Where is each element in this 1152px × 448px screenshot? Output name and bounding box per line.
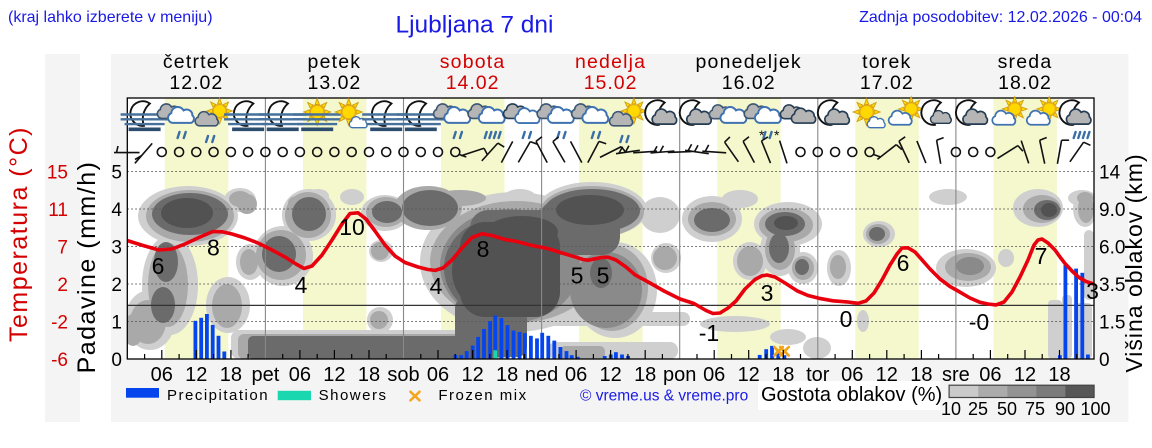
svg-text:3.5: 3.5 bbox=[1099, 275, 1125, 296]
svg-text:06: 06 bbox=[703, 364, 725, 386]
svg-text:Temperatura (°C): Temperatura (°C) bbox=[5, 126, 33, 342]
svg-text:8: 8 bbox=[477, 236, 490, 262]
svg-text:17.02: 17.02 bbox=[860, 72, 914, 94]
svg-text:10: 10 bbox=[941, 399, 961, 419]
svg-text:14.02: 14.02 bbox=[446, 72, 500, 94]
svg-text:18: 18 bbox=[220, 364, 242, 386]
svg-text:Padavine (mm/h): Padavine (mm/h) bbox=[73, 161, 101, 374]
svg-text:6: 6 bbox=[152, 253, 165, 279]
svg-text:100: 100 bbox=[1080, 399, 1110, 419]
svg-text:-1: -1 bbox=[699, 320, 719, 346]
svg-text:12: 12 bbox=[599, 364, 621, 386]
svg-text:25: 25 bbox=[968, 399, 988, 419]
svg-text:*: * bbox=[774, 127, 780, 143]
svg-text:06: 06 bbox=[979, 364, 1001, 386]
svg-text:4: 4 bbox=[430, 273, 443, 299]
svg-text:18: 18 bbox=[910, 364, 932, 386]
svg-text:1.5: 1.5 bbox=[1099, 313, 1125, 334]
svg-text:*: * bbox=[759, 127, 765, 143]
svg-text:11: 11 bbox=[48, 200, 68, 221]
svg-text:12.02: 12.02 bbox=[169, 72, 223, 94]
svg-text:15: 15 bbox=[47, 163, 68, 184]
svg-text:5: 5 bbox=[111, 163, 122, 184]
svg-text:14: 14 bbox=[1099, 163, 1121, 184]
svg-text:petek: petek bbox=[308, 51, 362, 73]
svg-text:četrtek: četrtek bbox=[163, 51, 230, 73]
svg-text:4: 4 bbox=[295, 272, 308, 298]
svg-text:0: 0 bbox=[840, 306, 853, 332]
svg-text:2: 2 bbox=[111, 275, 122, 296]
svg-text:06: 06 bbox=[289, 364, 311, 386]
svg-text:ponedeljek: ponedeljek bbox=[696, 51, 802, 73]
svg-text:Gostota oblakov (%): Gostota oblakov (%) bbox=[761, 384, 942, 406]
svg-text:0: 0 bbox=[111, 350, 122, 371]
svg-text:18.02: 18.02 bbox=[998, 72, 1052, 94]
svg-text:© vreme.us & vreme.pro: © vreme.us & vreme.pro bbox=[580, 388, 748, 405]
svg-text:18: 18 bbox=[772, 364, 794, 386]
svg-text:90: 90 bbox=[1055, 399, 1075, 419]
svg-text:15.02: 15.02 bbox=[584, 72, 638, 94]
svg-text:-2: -2 bbox=[51, 313, 68, 334]
svg-text:3: 3 bbox=[111, 238, 122, 259]
svg-text:sob: sob bbox=[387, 364, 419, 386]
svg-text:12: 12 bbox=[738, 364, 760, 386]
svg-text:18: 18 bbox=[1048, 364, 1070, 386]
svg-text:pet: pet bbox=[251, 364, 279, 386]
svg-text:5: 5 bbox=[571, 263, 584, 289]
svg-text:12: 12 bbox=[461, 364, 483, 386]
svg-text:sre: sre bbox=[942, 364, 970, 386]
svg-text:Precipitation: Precipitation bbox=[167, 387, 269, 404]
svg-text:(kraj lahko izberete v meniju): (kraj lahko izberete v meniju) bbox=[8, 9, 213, 26]
svg-text:3: 3 bbox=[761, 280, 774, 306]
svg-text:75: 75 bbox=[1025, 399, 1045, 419]
svg-text:7: 7 bbox=[1035, 243, 1048, 269]
svg-text:06: 06 bbox=[427, 364, 449, 386]
svg-text:5: 5 bbox=[597, 263, 610, 289]
svg-text:06: 06 bbox=[841, 364, 863, 386]
svg-text:-6: -6 bbox=[51, 350, 68, 371]
svg-text:06: 06 bbox=[565, 364, 587, 386]
svg-text:16.02: 16.02 bbox=[722, 72, 776, 94]
svg-text:1: 1 bbox=[111, 313, 122, 334]
svg-text:06: 06 bbox=[151, 364, 173, 386]
svg-text:6: 6 bbox=[897, 250, 910, 276]
svg-text:Showers: Showers bbox=[319, 387, 388, 404]
svg-text:50: 50 bbox=[997, 399, 1017, 419]
svg-text:sreda: sreda bbox=[998, 51, 1053, 73]
svg-text:13.02: 13.02 bbox=[307, 72, 361, 94]
svg-text:Ljubljana 7 dni: Ljubljana 7 dni bbox=[395, 12, 553, 39]
svg-text:18: 18 bbox=[634, 364, 656, 386]
svg-text:3: 3 bbox=[1086, 278, 1099, 304]
svg-text:Frozen mix: Frozen mix bbox=[438, 387, 527, 404]
svg-text:8: 8 bbox=[207, 235, 220, 261]
svg-text:9.0: 9.0 bbox=[1099, 200, 1125, 221]
svg-text:sobota: sobota bbox=[440, 51, 506, 73]
svg-text:12: 12 bbox=[185, 364, 207, 386]
svg-text:ned: ned bbox=[525, 364, 558, 386]
svg-text:12: 12 bbox=[1014, 364, 1036, 386]
svg-text:tor: tor bbox=[806, 364, 830, 386]
svg-text:-0: -0 bbox=[969, 309, 989, 335]
svg-text:12: 12 bbox=[323, 364, 345, 386]
svg-text:Zadnja posodobitev: 12.02.2026: Zadnja posodobitev: 12.02.2026 - 00:04 bbox=[859, 9, 1142, 26]
svg-text:0: 0 bbox=[1099, 350, 1110, 371]
svg-text:10: 10 bbox=[339, 214, 365, 240]
svg-text:pon: pon bbox=[663, 364, 696, 386]
svg-text:6.0: 6.0 bbox=[1099, 238, 1125, 259]
svg-text:4: 4 bbox=[111, 200, 122, 221]
svg-text:18: 18 bbox=[496, 364, 518, 386]
svg-text:Višina oblakov (km): Višina oblakov (km) bbox=[1121, 153, 1147, 372]
svg-text:2: 2 bbox=[57, 275, 68, 296]
svg-text:18: 18 bbox=[358, 364, 380, 386]
svg-text:nedelja: nedelja bbox=[575, 51, 646, 73]
svg-text:12: 12 bbox=[876, 364, 898, 386]
svg-text:torek: torek bbox=[862, 51, 911, 73]
svg-text:7: 7 bbox=[57, 238, 68, 259]
